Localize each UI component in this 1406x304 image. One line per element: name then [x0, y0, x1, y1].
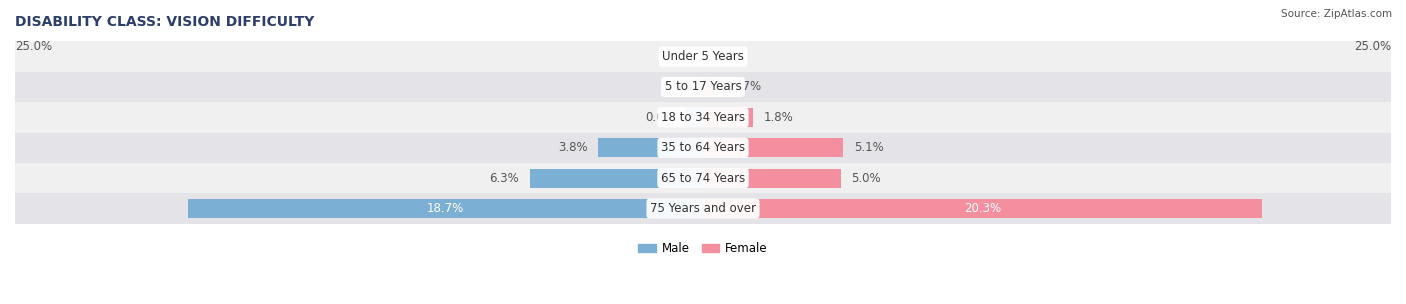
Bar: [15, 133, 1391, 163]
Text: 0.0%: 0.0%: [714, 50, 744, 63]
Bar: [15, 72, 1391, 102]
Legend: Male, Female: Male, Female: [634, 238, 772, 260]
Bar: [703, 138, 844, 157]
Bar: [15, 41, 1391, 72]
Text: 18.7%: 18.7%: [427, 202, 464, 215]
Text: 0.0%: 0.0%: [662, 81, 692, 93]
Bar: [15, 163, 1391, 193]
Bar: [15, 193, 1391, 224]
Text: 25.0%: 25.0%: [1354, 40, 1391, 53]
Text: 18 to 34 Years: 18 to 34 Years: [661, 111, 745, 124]
Text: DISABILITY CLASS: VISION DIFFICULTY: DISABILITY CLASS: VISION DIFFICULTY: [15, 15, 315, 29]
Text: 25.0%: 25.0%: [15, 40, 52, 53]
Text: 0.6%: 0.6%: [645, 111, 675, 124]
Bar: [703, 199, 1261, 218]
Text: 5.1%: 5.1%: [855, 141, 884, 154]
Text: 75 Years and over: 75 Years and over: [650, 202, 756, 215]
Bar: [15, 102, 1391, 133]
Text: 6.3%: 6.3%: [489, 171, 519, 185]
Text: 65 to 74 Years: 65 to 74 Years: [661, 171, 745, 185]
Text: 1.8%: 1.8%: [763, 111, 793, 124]
Bar: [703, 108, 752, 127]
Text: 0.37%: 0.37%: [724, 81, 761, 93]
Text: 0.0%: 0.0%: [662, 50, 692, 63]
Bar: [703, 169, 841, 188]
Text: 5 to 17 Years: 5 to 17 Years: [665, 81, 741, 93]
Text: Under 5 Years: Under 5 Years: [662, 50, 744, 63]
Bar: [188, 199, 703, 218]
Text: 35 to 64 Years: 35 to 64 Years: [661, 141, 745, 154]
Bar: [686, 108, 703, 127]
Bar: [530, 169, 703, 188]
Bar: [599, 138, 703, 157]
Text: 3.8%: 3.8%: [558, 141, 588, 154]
Text: 20.3%: 20.3%: [963, 202, 1001, 215]
Bar: [703, 78, 713, 96]
Text: Source: ZipAtlas.com: Source: ZipAtlas.com: [1281, 9, 1392, 19]
Text: 5.0%: 5.0%: [852, 171, 882, 185]
